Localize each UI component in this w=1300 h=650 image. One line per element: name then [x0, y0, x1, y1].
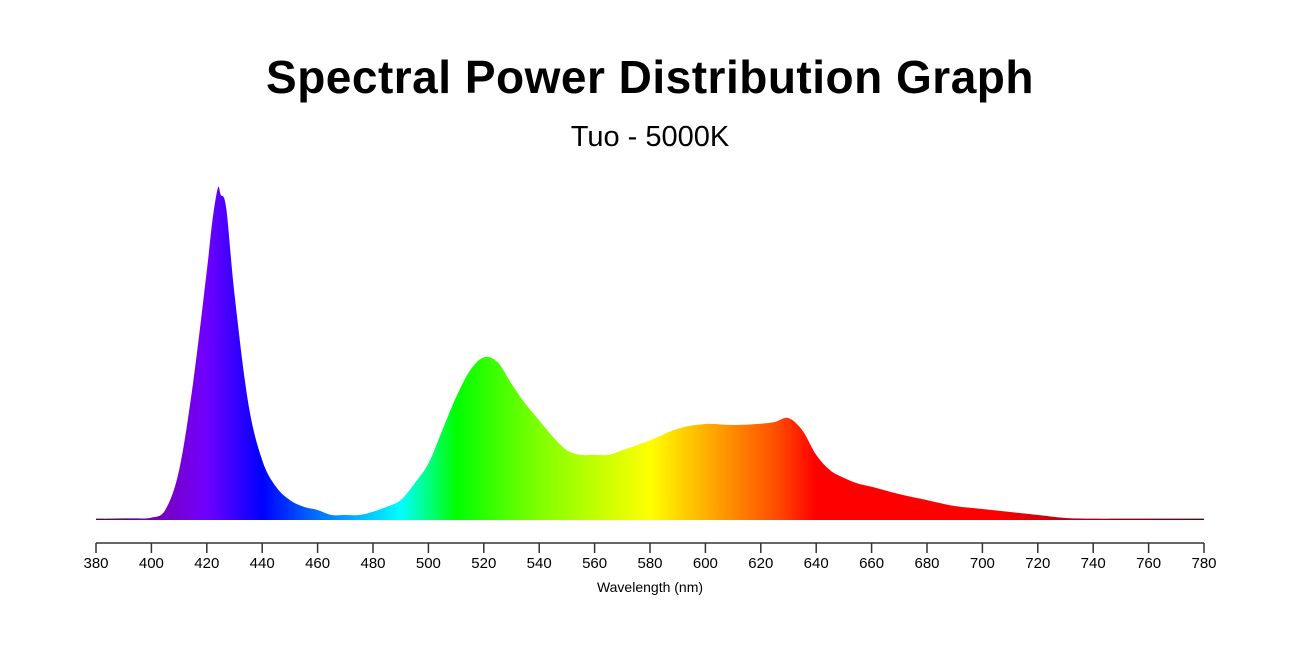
x-tick-label: 580 [637, 555, 662, 572]
x-tick-label: 380 [83, 555, 108, 572]
x-tick-label: 540 [527, 555, 552, 572]
spectrum-area [96, 186, 1204, 520]
x-tick-label: 420 [194, 555, 219, 572]
x-tick-label: 680 [914, 555, 939, 572]
x-tick-label: 480 [360, 555, 385, 572]
chart-title: Spectral Power Distribution Graph [266, 51, 1034, 103]
x-tick-label: 620 [748, 555, 773, 572]
x-tick-label: 700 [970, 555, 995, 572]
x-tick-label: 500 [416, 555, 441, 572]
x-tick-label: 740 [1081, 555, 1106, 572]
chart-subtitle: Tuo - 5000K [570, 121, 730, 153]
x-tick-label: 560 [582, 555, 607, 572]
x-tick-label: 400 [139, 555, 164, 572]
x-tick-label: 760 [1136, 555, 1161, 572]
x-tick-label: 460 [305, 555, 330, 572]
x-tick-label: 600 [693, 555, 718, 572]
x-axis-label: Wavelength (nm) [597, 579, 703, 595]
x-tick-label: 660 [859, 555, 884, 572]
x-tick-label: 440 [250, 555, 275, 572]
x-tick-label: 780 [1191, 555, 1216, 572]
x-tick-label: 720 [1025, 555, 1050, 572]
x-tick-label: 640 [804, 555, 829, 572]
x-tick-label: 520 [471, 555, 496, 572]
